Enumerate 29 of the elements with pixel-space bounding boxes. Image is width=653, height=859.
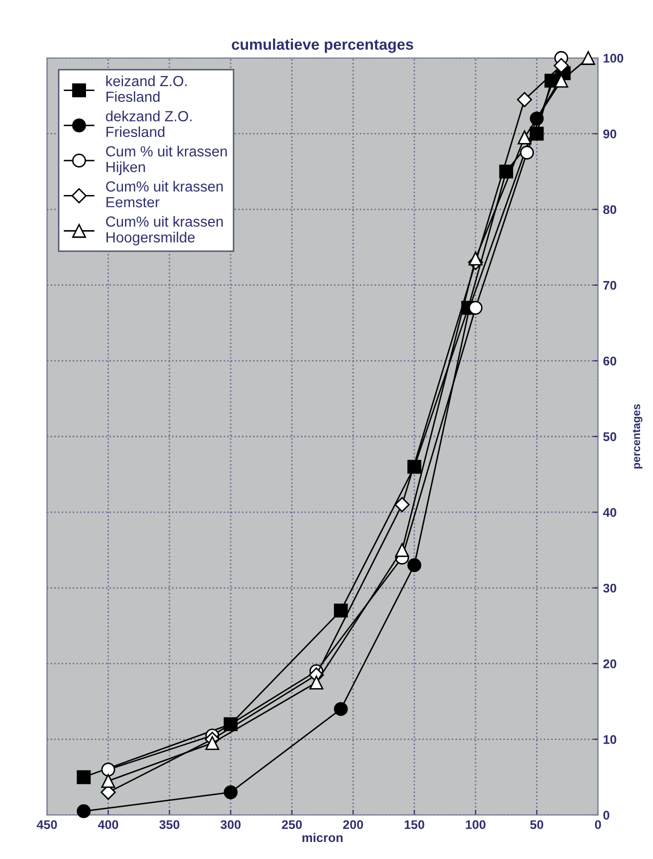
chart-title: cumulatieve percentages — [232, 38, 414, 53]
x-tick-label: 300 — [220, 820, 241, 830]
y-tick-label: 30 — [603, 584, 616, 593]
y-tick-label: 10 — [604, 735, 616, 744]
y-tick-label: 70 — [603, 280, 616, 290]
x-tick-label: 250 — [282, 820, 302, 830]
legend-label: Cum % uit krassen Hijken — [106, 146, 227, 176]
x-tick-label: 100 — [466, 820, 486, 830]
x-tick-label: 350 — [159, 820, 180, 830]
x-tick-label: 450 — [36, 820, 57, 830]
legend-label: keizand Z.O. Fiesland — [106, 76, 187, 102]
legend-label: Cum% uit krassen Eemster — [106, 180, 223, 208]
legend-label: dekzand Z.O. Friesland — [106, 110, 192, 138]
y-tick-label: 50 — [603, 432, 616, 442]
x-tick-label: 200 — [343, 820, 364, 830]
y-tick-label: 80 — [603, 205, 616, 214]
y-tick-label: 100 — [604, 54, 624, 63]
y-tick-label: 60 — [603, 356, 616, 366]
y-tick-label: 90 — [603, 130, 616, 138]
y-axis-title: percentages — [632, 404, 642, 468]
x-tick-label: 50 — [530, 820, 544, 830]
x-tick-label: 0 — [595, 820, 601, 830]
y-tick-label: 20 — [603, 659, 616, 668]
y-tick-label: 0 — [603, 810, 610, 820]
legend-label: Cum% uit krassen Hoogersmilde — [106, 216, 223, 246]
x-axis-title: micron — [302, 832, 343, 842]
y-tick-label: 40 — [603, 508, 616, 517]
x-tick-label: 400 — [98, 820, 118, 830]
x-tick-label: 150 — [404, 820, 424, 830]
